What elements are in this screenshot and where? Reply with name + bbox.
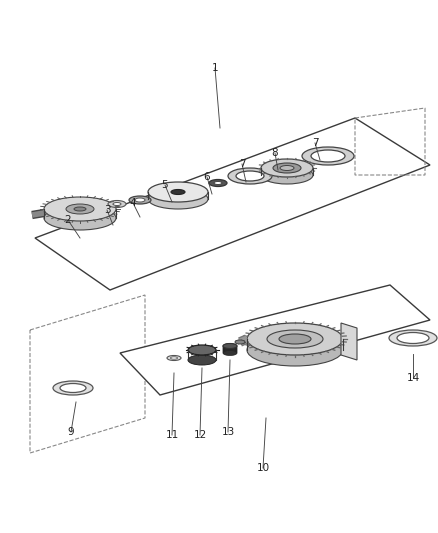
Ellipse shape <box>209 180 227 187</box>
Text: 8: 8 <box>272 148 278 158</box>
Polygon shape <box>341 323 357 360</box>
Ellipse shape <box>171 190 185 195</box>
Text: 9: 9 <box>68 427 74 437</box>
Ellipse shape <box>148 182 208 202</box>
Ellipse shape <box>223 350 237 354</box>
Text: 7: 7 <box>239 159 245 169</box>
Ellipse shape <box>397 333 429 343</box>
Ellipse shape <box>235 340 245 344</box>
Ellipse shape <box>267 330 323 348</box>
Ellipse shape <box>53 381 93 395</box>
Text: 5: 5 <box>162 180 168 190</box>
Text: 14: 14 <box>406 373 420 383</box>
Ellipse shape <box>261 166 313 184</box>
Ellipse shape <box>129 196 151 204</box>
Ellipse shape <box>188 355 216 365</box>
Ellipse shape <box>228 168 272 184</box>
Text: 2: 2 <box>65 215 71 225</box>
Ellipse shape <box>279 334 311 344</box>
Ellipse shape <box>311 150 345 162</box>
Text: 1: 1 <box>212 63 218 73</box>
Ellipse shape <box>113 203 121 206</box>
Ellipse shape <box>188 345 216 355</box>
Ellipse shape <box>236 171 264 181</box>
Ellipse shape <box>44 197 116 221</box>
Ellipse shape <box>389 330 437 346</box>
Ellipse shape <box>223 345 237 351</box>
Text: 7: 7 <box>312 138 318 148</box>
Text: 4: 4 <box>130 198 136 208</box>
Ellipse shape <box>148 189 208 209</box>
Ellipse shape <box>60 384 86 392</box>
Ellipse shape <box>302 147 354 165</box>
Text: 12: 12 <box>193 430 207 440</box>
Text: 3: 3 <box>104 205 110 215</box>
Ellipse shape <box>223 351 237 356</box>
Ellipse shape <box>74 207 86 211</box>
Ellipse shape <box>247 323 343 355</box>
Ellipse shape <box>223 344 237 350</box>
Ellipse shape <box>214 182 222 184</box>
Ellipse shape <box>167 356 181 360</box>
Ellipse shape <box>223 343 237 349</box>
Ellipse shape <box>261 159 313 177</box>
Ellipse shape <box>44 206 116 230</box>
Ellipse shape <box>273 163 301 173</box>
Ellipse shape <box>66 204 94 214</box>
Ellipse shape <box>135 198 145 202</box>
Polygon shape <box>120 285 430 395</box>
Text: 13: 13 <box>221 427 235 437</box>
Ellipse shape <box>223 349 237 353</box>
Text: 6: 6 <box>204 172 210 182</box>
Ellipse shape <box>223 346 237 351</box>
Ellipse shape <box>170 357 177 359</box>
Ellipse shape <box>247 334 343 366</box>
Polygon shape <box>35 118 430 290</box>
Text: 10: 10 <box>256 463 269 473</box>
Ellipse shape <box>223 348 237 352</box>
Ellipse shape <box>280 166 294 171</box>
Text: 11: 11 <box>166 430 179 440</box>
Ellipse shape <box>108 200 126 207</box>
Ellipse shape <box>223 343 237 349</box>
